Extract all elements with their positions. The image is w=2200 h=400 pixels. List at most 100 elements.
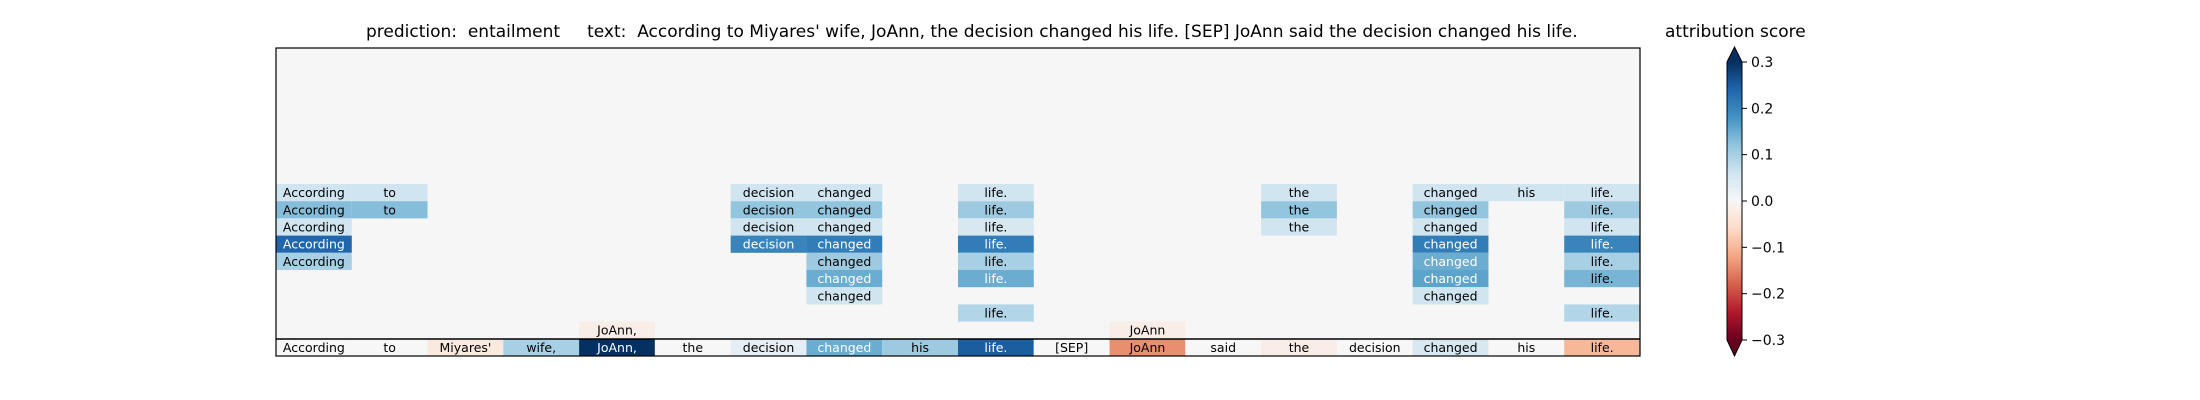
bottom-row-cell-1	[351, 339, 428, 356]
layer-0-cell-5	[1261, 184, 1337, 202]
layer-3-cell-label-4: changed	[1424, 237, 1478, 252]
layer-2-cell-0	[276, 218, 352, 236]
colorbar-extend-min	[1727, 340, 1742, 356]
colorbar-extend-max	[1727, 47, 1742, 62]
bottom-row-cell-label-5: the	[683, 340, 704, 355]
layer-0-cell-4	[958, 184, 1034, 202]
layer-0-cell-3	[806, 184, 883, 202]
layer-4-cell-label-1: changed	[817, 254, 871, 269]
bottom-row-cell-10	[1033, 339, 1110, 356]
layer-5-cell-1	[958, 270, 1034, 288]
layer-1-cell-0	[276, 201, 352, 219]
layer-8-cell-label-0: JoAnn,	[596, 323, 637, 338]
layer-0-cell-6	[1412, 184, 1489, 202]
bottom-row-cell-label-6: decision	[743, 340, 795, 355]
bottom-row-cell-8	[882, 339, 958, 356]
layer-1-cell-label-1: to	[383, 202, 396, 217]
layer-1-cell-label-6: changed	[1424, 202, 1478, 217]
layer-1-cell-3	[806, 201, 883, 219]
layer-2-cell-label-0: According	[283, 220, 345, 235]
layer-1-cell-5	[1261, 201, 1337, 219]
layer-6-cell-0	[806, 287, 883, 305]
layer-0-cell-label-7: his	[1517, 185, 1535, 200]
layer-4-cell-3	[1412, 252, 1489, 270]
layer-0-cell-label-5: the	[1289, 185, 1310, 200]
bottom-row-cell-15	[1412, 339, 1489, 356]
colorbar-tick-label-1: 0.2	[1751, 101, 1773, 117]
bottom-row-cell-label-16: his	[1517, 340, 1535, 355]
layer-2-cell-label-3: life.	[984, 220, 1007, 235]
layer-0-cell-7	[1488, 184, 1565, 202]
layer-6-cell-1	[1412, 287, 1489, 305]
layer-2-cell-label-1: decision	[743, 220, 795, 235]
layer-0-cell-label-4: life.	[984, 185, 1007, 200]
layer-2-cell-3	[958, 218, 1034, 236]
layer-0-cell-1	[351, 184, 428, 202]
layer-1-cell-6	[1412, 201, 1489, 219]
layer-5-cell-0	[806, 270, 883, 288]
layer-1-cell-label-2: decision	[743, 202, 795, 217]
layer-8-cell-0	[579, 321, 655, 339]
layer-1-cell-label-7: life.	[1591, 202, 1614, 217]
layer-3-cell-4	[1412, 235, 1489, 253]
bottom-row-cell-label-2: Miyares'	[440, 340, 492, 355]
colorbar-title: attribution score	[1665, 22, 1806, 42]
layer-0-cell-label-1: to	[383, 185, 396, 200]
layer-3-cell-label-3: life.	[984, 237, 1007, 252]
layer-0-cell-8	[1564, 184, 1640, 202]
layer-2-cell-2	[806, 218, 883, 236]
bottom-row-cell-label-11: JoAnn	[1129, 340, 1166, 355]
layer-4-cell-label-3: changed	[1424, 254, 1478, 269]
layer-4-cell-label-2: life.	[984, 254, 1007, 269]
bottom-row-cell-label-14: decision	[1349, 340, 1401, 355]
bottom-row-cell-3	[503, 339, 580, 356]
layer-4-cell-1	[806, 252, 883, 270]
layer-4-cell-4	[1564, 252, 1640, 270]
layer-1-cell-1	[351, 201, 428, 219]
layer-7-cell-1	[1564, 304, 1640, 322]
layer-2-cell-label-2: changed	[817, 220, 871, 235]
bottom-row-cell-4	[579, 339, 655, 356]
layer-4-cell-label-4: life.	[1591, 254, 1614, 269]
layer-0-cell-0	[276, 184, 352, 202]
layer-1-cell-label-3: changed	[817, 202, 871, 217]
colorbar: 0.3 0.2 0.1 0.0 −0.1 −0.2 −0.3	[1726, 45, 1785, 358]
layer-2-cell-label-4: the	[1289, 220, 1310, 235]
layer-1-cell-4	[958, 201, 1034, 219]
layer-4-cell-0	[276, 252, 352, 270]
layer-5-cell-label-2: changed	[1424, 271, 1478, 286]
heatmap-cells: According to decision changed life. the change…	[276, 184, 1640, 356]
layer-1-cell-7	[1564, 201, 1640, 219]
layer-5-cell-label-3: life.	[1591, 271, 1614, 286]
layer-2-cell-1	[730, 218, 807, 236]
layer-3-cell-5	[1564, 235, 1640, 253]
layer-3-cell-2	[806, 235, 883, 253]
layer-8-cell-1	[1109, 321, 1186, 339]
colorbar-ticks: 0.3 0.2 0.1 0.0 −0.1 −0.2 −0.3	[1742, 55, 1785, 349]
prediction-value: entailment	[467, 22, 561, 42]
layer-1-cell-2	[730, 201, 807, 219]
bottom-row-cell-label-13: the	[1289, 340, 1310, 355]
colorbar-tick-label-5: −0.2	[1751, 287, 1785, 303]
bottom-row-cell-13	[1261, 339, 1337, 356]
figure-title: prediction: entailment text: According t…	[366, 22, 1578, 42]
colorbar-tick-label-0: 0.3	[1751, 55, 1773, 71]
bottom-row-cell-label-7: changed	[817, 340, 871, 355]
layer-1-cell-label-5: the	[1289, 202, 1310, 217]
layer-0-cell-2	[730, 184, 807, 202]
layer-2-cell-label-5: changed	[1424, 220, 1478, 235]
layer-1-cell-label-0: According	[283, 202, 345, 217]
bottom-row-cell-5	[654, 339, 731, 356]
text-value: According to Miyares' wife, JoAnn, the d…	[637, 22, 1578, 42]
bottom-row-cell-0	[276, 339, 352, 356]
layer-0-cell-label-0: According	[283, 185, 345, 200]
bottom-row-cell-6	[730, 339, 807, 356]
bottom-row-cell-label-12: said	[1210, 340, 1236, 355]
layer-5-cell-label-0: changed	[817, 271, 871, 286]
colorbar-gradient	[1727, 62, 1742, 340]
layer-3-cell-label-2: changed	[817, 237, 871, 252]
colorbar-tick-label-3: 0.0	[1751, 194, 1773, 210]
bottom-row-cell-11	[1109, 339, 1186, 356]
bottom-row-cell-label-9: life.	[984, 340, 1007, 355]
